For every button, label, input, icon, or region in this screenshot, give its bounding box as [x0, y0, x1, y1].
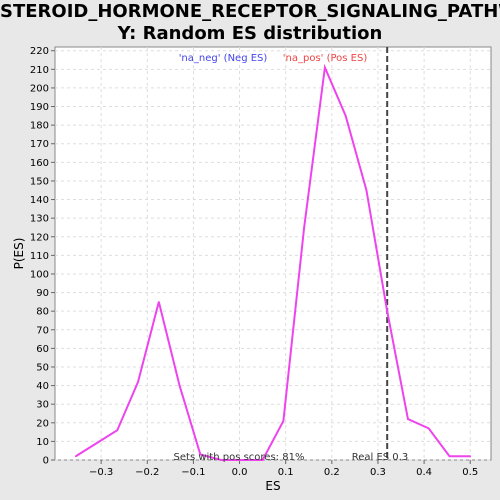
data-point	[407, 418, 409, 420]
data-point	[448, 455, 451, 458]
data-point	[365, 189, 368, 192]
y-tick-label: 50	[36, 362, 49, 373]
y-tick-label: 110	[30, 251, 49, 262]
y-tick-label: 130	[30, 214, 49, 225]
data-point	[427, 427, 430, 430]
y-tick-label: 170	[30, 139, 49, 150]
legend-pos-es: 'na_pos' (Pos ES)	[283, 53, 368, 64]
x-tick-label: −0.3	[89, 467, 113, 478]
series-points	[74, 66, 472, 461]
data-point	[241, 459, 243, 461]
plot-area	[54, 46, 492, 461]
y-tick-label: 10	[36, 437, 49, 448]
pos-scores-annotation: Sets with pos scores: 81%	[174, 452, 305, 463]
data-point	[95, 442, 98, 445]
x-axis-ticks: −0.3 −0.2 −0.1 0.0 0.1 0.2 0.3 0.4 0.5	[89, 460, 478, 478]
x-tick-label: −0.1	[181, 467, 205, 478]
data-point	[261, 459, 264, 461]
x-tick-label: 0.2	[324, 467, 340, 478]
x-axis-label: ES	[265, 479, 280, 493]
data-point	[74, 455, 77, 458]
y-tick-label: 220	[30, 46, 49, 57]
data-point	[469, 455, 472, 458]
grid-lines	[55, 47, 491, 461]
chart-title-line2: Y: Random ES distribution	[117, 23, 383, 44]
y-tick-label: 30	[36, 400, 49, 411]
x-tick-label: 0.0	[232, 467, 248, 478]
y-tick-label: 60	[36, 344, 49, 355]
x-tick-label: 0.3	[370, 467, 386, 478]
y-tick-label: 140	[30, 195, 49, 206]
x-tick-label: −0.2	[135, 467, 159, 478]
y-tick-label: 70	[36, 325, 49, 336]
y-tick-label: 40	[36, 381, 49, 392]
real-es-label: Real ES 0.3	[352, 452, 408, 463]
x-tick-label: 0.1	[278, 467, 294, 478]
data-point	[158, 301, 160, 303]
y-tick-label: 120	[30, 232, 49, 243]
x-tick-label: 0.4	[416, 467, 432, 478]
data-point	[282, 420, 285, 422]
y-tick-label: 210	[30, 65, 49, 76]
chart-title-line1: STEROID_HORMONE_RECEPTOR_SIGNALING_PATHW…	[0, 1, 500, 22]
data-point	[220, 459, 222, 461]
es-distribution-line	[75, 63, 471, 461]
x-tick-label: 0.5	[462, 467, 478, 478]
y-tick-label: 20	[36, 418, 49, 429]
y-axis-label: P(ES)	[12, 238, 26, 270]
legend-neg-es: 'na_neg' (Neg ES)	[179, 53, 268, 64]
y-tick-label: 190	[30, 102, 49, 113]
y-tick-label: 80	[36, 307, 49, 318]
data-point	[199, 453, 202, 456]
y-tick-label: 160	[30, 158, 49, 169]
y-tick-label: 150	[30, 176, 49, 187]
data-point	[344, 115, 347, 117]
data-point	[303, 226, 305, 229]
y-tick-label: 200	[30, 83, 49, 94]
y-axis-ticks: 0 10 20 30 40 50 60 70 80 90 100 110 120 130 140 150 160…	[30, 46, 55, 467]
y-tick-label: 180	[30, 121, 49, 132]
data-point	[386, 310, 388, 312]
y-tick-label: 100	[30, 269, 49, 280]
y-tick-label: 90	[36, 288, 49, 299]
data-point	[116, 429, 119, 432]
y-tick-label: 0	[43, 456, 49, 467]
data-point	[324, 66, 326, 69]
data-point	[178, 384, 181, 387]
data-point	[137, 381, 139, 383]
